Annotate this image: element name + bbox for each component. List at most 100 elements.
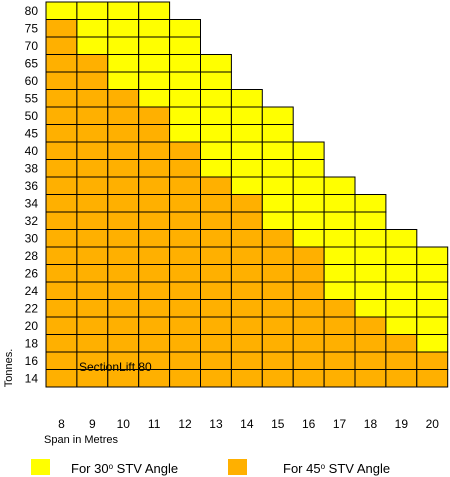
cell-span-15-tonnes-16 [261,351,294,370]
chart-annotation: SectionLift 80 [79,360,152,374]
cell-span-11-tonnes-28 [138,246,171,265]
cell-span-15-tonnes-36 [261,176,294,195]
cell-span-8-tonnes-75 [45,19,78,38]
y-tick-75: 75 [25,21,39,35]
cell-span-12-tonnes-24 [169,281,202,300]
cell-span-19-tonnes-16 [385,351,418,370]
cell-span-9-tonnes-18 [76,334,109,353]
cell-span-16-tonnes-30 [292,229,325,248]
cell-span-18-tonnes-18 [354,334,387,353]
cell-span-16-tonnes-26 [292,264,325,283]
cell-span-12-tonnes-50 [169,106,202,125]
cell-span-17-tonnes-18 [323,334,356,353]
cell-span-16-tonnes-36 [292,176,325,195]
cell-span-12-tonnes-34 [169,194,202,213]
y-tick-14: 14 [25,371,39,385]
cell-span-20-tonnes-16 [416,351,449,370]
cell-span-18-tonnes-16 [354,351,387,370]
cell-span-16-tonnes-40 [292,141,325,160]
cell-span-13-tonnes-30 [200,229,232,248]
y-tick-labels: 80 75 70 65 60 55 50 45 40 38 36 34 32 30 28 26 24 22 20 18… [25,4,39,386]
cell-span-8-tonnes-14 [45,369,78,388]
y-tick-22: 22 [25,301,39,315]
cell-span-8-tonnes-16 [45,351,78,370]
cell-span-16-tonnes-16 [292,351,325,370]
cell-span-16-tonnes-28 [292,246,325,265]
cell-span-11-tonnes-55 [138,89,171,108]
cell-span-19-tonnes-22 [385,299,418,318]
cell-span-16-tonnes-32 [292,211,325,230]
cell-span-18-tonnes-34 [354,194,387,213]
cell-span-15-tonnes-40 [261,141,294,160]
legend-label-2: For 45o STV Angle [283,461,390,476]
cell-span-15-tonnes-30 [261,229,294,248]
cell-span-15-tonnes-32 [261,211,294,230]
x-tick-20: 20 [426,417,440,431]
y-tick-45: 45 [25,126,39,140]
cell-span-12-tonnes-16 [169,351,202,370]
cell-span-13-tonnes-28 [200,246,232,265]
cell-span-10-tonnes-50 [107,106,140,125]
y-tick-50: 50 [25,109,39,123]
cell-span-15-tonnes-34 [261,194,294,213]
legend-swatch-1 [31,459,50,475]
y-tick-20: 20 [25,319,39,333]
cell-span-15-tonnes-14 [261,369,294,388]
cell-span-20-tonnes-24 [416,281,449,300]
cell-span-12-tonnes-55 [169,89,202,108]
cell-span-8-tonnes-26 [45,264,78,283]
y-tick-40: 40 [25,144,39,158]
cell-span-8-tonnes-30 [45,229,78,248]
cell-span-11-tonnes-18 [138,334,171,353]
cell-span-12-tonnes-75 [169,19,202,38]
cell-span-11-tonnes-26 [138,264,171,283]
cell-span-10-tonnes-75 [107,19,140,38]
cell-span-9-tonnes-26 [76,264,109,283]
cell-span-8-tonnes-45 [45,124,78,143]
cell-span-10-tonnes-65 [107,54,140,73]
legend-swatch-2 [228,459,247,475]
cell-span-10-tonnes-40 [107,141,140,160]
cell-span-15-tonnes-18 [261,334,294,353]
x-tick-12: 12 [178,417,192,431]
cell-span-9-tonnes-75 [76,19,109,38]
cell-span-10-tonnes-34 [107,194,140,213]
cell-span-12-tonnes-26 [169,264,202,283]
cell-span-13-tonnes-26 [200,264,232,283]
cell-span-18-tonnes-14 [354,369,387,388]
y-tick-34: 34 [25,196,39,210]
cell-span-16-tonnes-24 [292,281,325,300]
cell-span-19-tonnes-14 [385,369,418,388]
y-tick-18: 18 [25,336,39,350]
cell-span-19-tonnes-24 [385,281,418,300]
cell-span-12-tonnes-36 [169,176,202,195]
chart-cells [45,1,449,388]
cell-span-10-tonnes-20 [107,316,140,335]
cell-span-13-tonnes-18 [200,334,232,353]
y-tick-70: 70 [25,39,39,53]
cell-span-8-tonnes-28 [45,246,78,265]
cell-span-8-tonnes-65 [45,54,78,73]
x-tick-9: 9 [89,417,96,431]
cell-span-11-tonnes-20 [138,316,171,335]
cell-span-15-tonnes-24 [261,281,294,300]
cell-span-10-tonnes-18 [107,334,140,353]
cell-span-11-tonnes-75 [138,19,171,38]
cell-span-14-tonnes-20 [230,316,263,335]
cell-span-14-tonnes-55 [230,89,263,108]
cell-span-14-tonnes-40 [230,141,263,160]
cell-span-18-tonnes-30 [354,229,387,248]
cell-span-9-tonnes-28 [76,246,109,265]
cell-span-8-tonnes-36 [45,176,78,195]
cell-span-13-tonnes-45 [200,124,232,143]
cell-span-9-tonnes-20 [76,316,109,335]
cell-span-19-tonnes-30 [385,229,418,248]
cell-span-10-tonnes-22 [107,299,140,318]
cell-span-14-tonnes-28 [230,246,263,265]
cell-span-16-tonnes-20 [292,316,325,335]
cell-span-20-tonnes-20 [416,316,449,335]
x-tick-19: 19 [395,417,409,431]
x-tick-15: 15 [271,417,285,431]
cell-span-9-tonnes-34 [76,194,109,213]
cell-span-11-tonnes-40 [138,141,171,160]
